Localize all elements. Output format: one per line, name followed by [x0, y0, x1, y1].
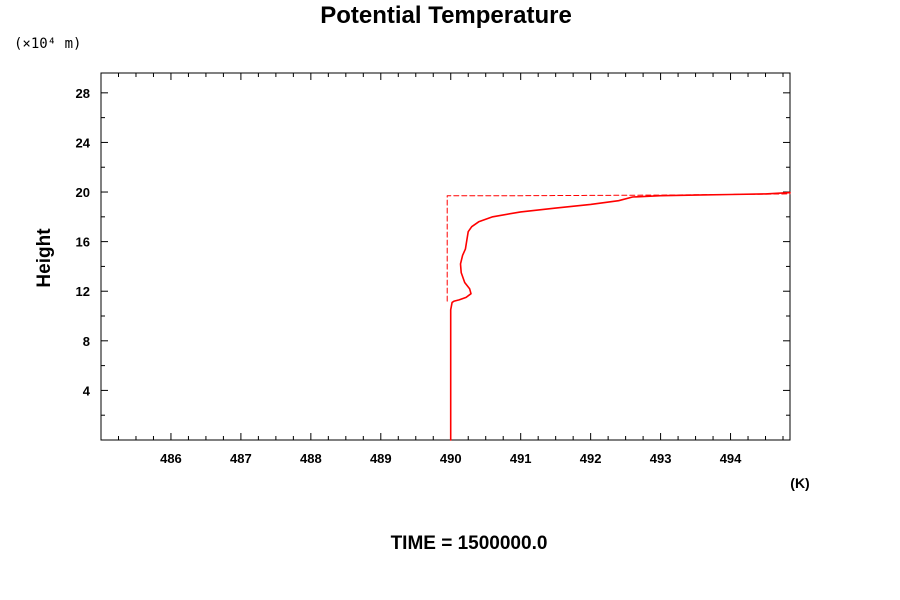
y-unit-label: (×10⁴ m) — [14, 36, 81, 52]
y-axis-label: Height — [34, 228, 55, 288]
time-caption: TIME = 1500000.0 — [391, 533, 548, 554]
y-tick-label: 12 — [76, 284, 90, 299]
x-tick-label: 493 — [650, 451, 672, 466]
axis-ticks — [100, 73, 790, 440]
temperature-profile-line — [449, 191, 791, 441]
chart-title: Potential Temperature — [320, 2, 572, 29]
plot-area — [100, 72, 791, 441]
x-tick-labels: 486 487 488 489 490 491 492 493 494 — [160, 451, 742, 466]
y-tick-label: 8 — [83, 334, 90, 349]
x-tick-label: 489 — [370, 451, 392, 466]
x-tick-label: 494 — [720, 451, 742, 466]
y-tick-label: 24 — [76, 135, 91, 150]
y-tick-label: 20 — [76, 185, 90, 200]
x-tick-label: 488 — [300, 451, 322, 466]
series-group — [446, 191, 791, 441]
y-tick-label: 16 — [76, 235, 90, 250]
y-tick-label: 28 — [76, 86, 90, 101]
initial-profile-line — [446, 193, 791, 302]
x-tick-label: 492 — [580, 451, 602, 466]
x-tick-label: 490 — [440, 451, 462, 466]
x-tick-label: 491 — [510, 451, 532, 466]
x-tick-label: 487 — [230, 451, 252, 466]
y-tick-labels: 4 8 12 16 20 24 28 — [76, 86, 91, 399]
x-unit-label: (K) — [790, 475, 809, 491]
x-tick-label: 486 — [160, 451, 182, 466]
y-tick-label: 4 — [83, 383, 91, 398]
